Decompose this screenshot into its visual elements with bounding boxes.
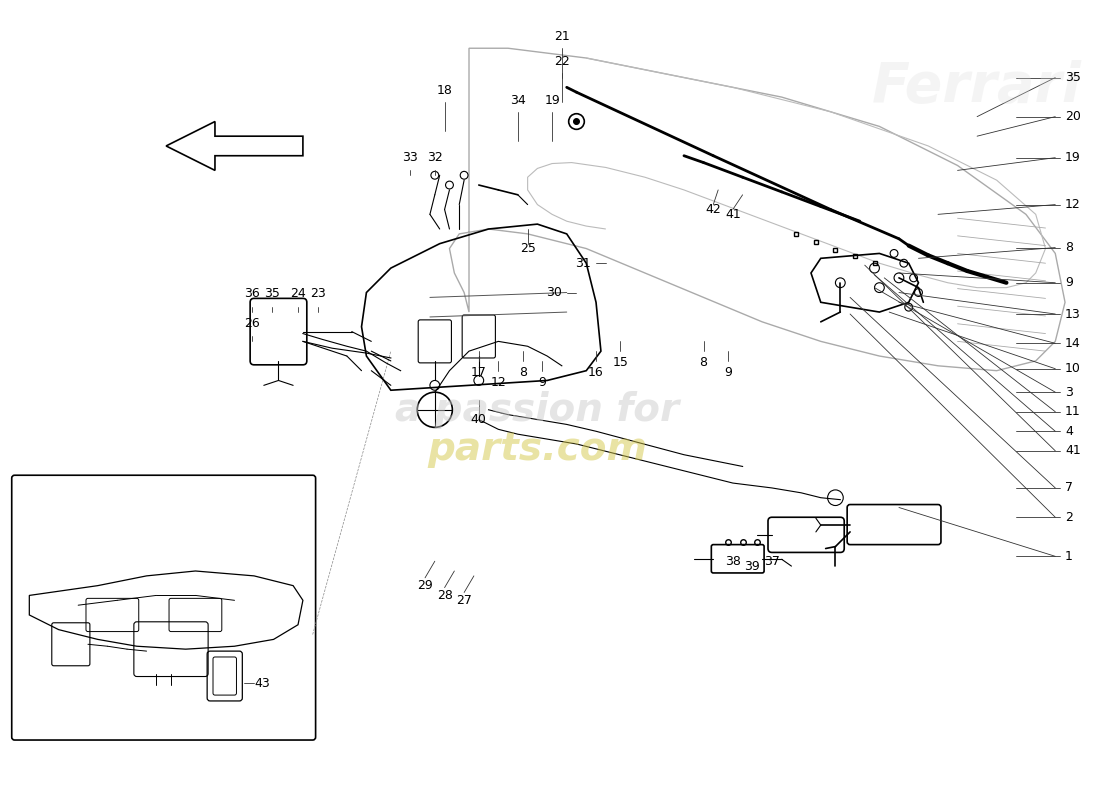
Text: 31: 31 xyxy=(575,257,591,270)
Text: 11: 11 xyxy=(1065,406,1081,418)
Text: 28: 28 xyxy=(437,589,452,602)
Text: 32: 32 xyxy=(427,150,442,163)
Text: 10: 10 xyxy=(1065,362,1081,375)
Text: 7: 7 xyxy=(1065,482,1072,494)
Text: 23: 23 xyxy=(310,287,326,300)
Text: 33: 33 xyxy=(403,150,418,163)
Text: 2: 2 xyxy=(1065,510,1072,524)
Text: 35: 35 xyxy=(1065,71,1081,84)
Text: 41: 41 xyxy=(1065,444,1081,458)
Text: 20: 20 xyxy=(1065,110,1081,123)
Text: 35: 35 xyxy=(264,287,279,300)
Text: 14: 14 xyxy=(1065,337,1081,350)
Text: 9: 9 xyxy=(1065,276,1072,290)
Text: 26: 26 xyxy=(244,317,260,330)
Text: 27: 27 xyxy=(456,594,472,607)
Text: 21: 21 xyxy=(554,30,570,43)
Text: 12: 12 xyxy=(491,375,506,389)
Text: 34: 34 xyxy=(510,94,526,107)
Text: 9: 9 xyxy=(724,366,732,379)
Text: 19: 19 xyxy=(1065,151,1081,164)
Text: 18: 18 xyxy=(437,84,452,97)
Text: 38: 38 xyxy=(725,554,740,568)
Text: 39: 39 xyxy=(745,560,760,573)
Text: 8: 8 xyxy=(519,366,527,379)
Text: 19: 19 xyxy=(544,94,560,107)
Text: a passion for: a passion for xyxy=(395,390,680,429)
Text: 17: 17 xyxy=(471,366,486,379)
Text: 25: 25 xyxy=(519,242,536,255)
Text: 15: 15 xyxy=(613,356,628,369)
Text: 36: 36 xyxy=(244,287,260,300)
Text: parts.com: parts.com xyxy=(428,430,648,468)
Text: 12: 12 xyxy=(1065,198,1081,211)
Text: 16: 16 xyxy=(588,366,604,379)
Text: 42: 42 xyxy=(705,203,722,216)
Text: 24: 24 xyxy=(290,287,306,300)
Text: 22: 22 xyxy=(554,54,570,68)
Text: 8: 8 xyxy=(700,356,707,369)
Text: 4: 4 xyxy=(1065,425,1072,438)
Text: 29: 29 xyxy=(417,579,433,592)
Circle shape xyxy=(573,118,580,125)
Text: Ferrari: Ferrari xyxy=(872,60,1082,114)
Text: 43: 43 xyxy=(254,677,270,690)
Text: 37: 37 xyxy=(764,554,780,568)
Text: 1: 1 xyxy=(1065,550,1072,563)
Text: 13: 13 xyxy=(1065,307,1081,321)
Text: 40: 40 xyxy=(471,413,486,426)
Text: 3: 3 xyxy=(1065,386,1072,398)
Text: 9: 9 xyxy=(538,375,547,389)
Text: 41: 41 xyxy=(725,208,740,221)
Text: 8: 8 xyxy=(1065,241,1072,254)
Text: 30: 30 xyxy=(546,286,562,299)
